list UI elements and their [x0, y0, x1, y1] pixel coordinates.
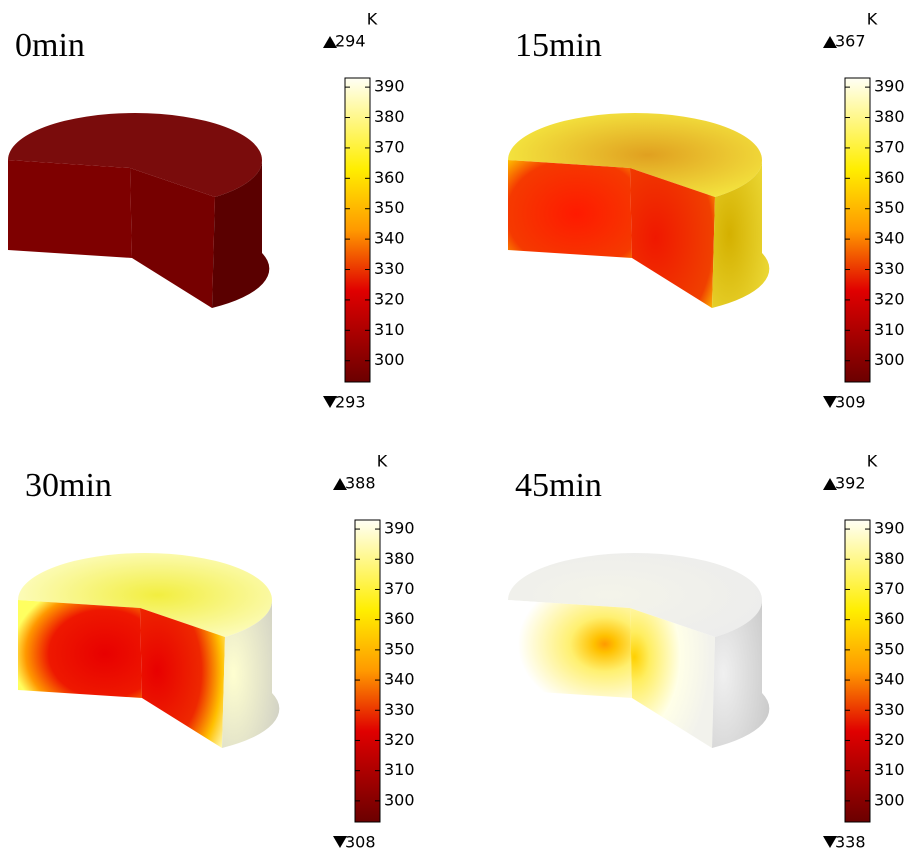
colorbar-tick-label: 370 [874, 137, 905, 156]
colorbar-tick-label: 350 [384, 639, 415, 658]
colorbar-tick-label: 380 [874, 107, 905, 126]
colorbar-tick-label: 370 [874, 579, 905, 598]
temperature-solid [18, 553, 279, 748]
unit-label: K [867, 10, 878, 29]
colorbar-tick-label: 340 [384, 670, 415, 689]
colorbar-tick-label: 310 [874, 320, 905, 339]
max-value: 294 [335, 32, 366, 51]
temperature-solid [508, 113, 769, 308]
cut-face-left [508, 600, 632, 698]
temperature-solid [508, 553, 769, 748]
unit-label: K [377, 452, 388, 471]
min-value: 309 [835, 393, 866, 412]
colorbar-tick-label: 330 [874, 259, 905, 278]
colorbar-tick-label: 320 [874, 730, 905, 749]
colorbar-tick-label: 380 [874, 549, 905, 568]
colorbar-tick-label: 300 [374, 350, 405, 369]
colorbar-tick-label: 300 [874, 790, 905, 809]
colorbar-tick-label: 340 [374, 229, 405, 248]
unit-label: K [367, 10, 378, 29]
colorbar-tick-label: 320 [384, 730, 415, 749]
colorbar-tick-label: 330 [384, 700, 415, 719]
colorbar-tick-label: 300 [384, 790, 415, 809]
colorbar-tick-label: 380 [384, 549, 415, 568]
colorbar [345, 78, 370, 382]
colorbar-tick-label: 350 [874, 639, 905, 658]
colorbar-tick-label: 350 [374, 198, 405, 217]
max-value: 388 [345, 474, 376, 493]
temperature-solid [8, 113, 269, 308]
colorbar-tick-label: 360 [384, 609, 415, 628]
cut-face-left [8, 160, 132, 258]
figure: 0min300310320330340350360370380390K29429… [0, 0, 912, 855]
colorbar-tick-label: 360 [874, 609, 905, 628]
cut-face-left [18, 600, 142, 698]
colorbar-tick-label: 330 [874, 700, 905, 719]
panel-title: 45min [515, 467, 602, 504]
colorbar [845, 520, 870, 822]
colorbar-tick-label: 340 [874, 229, 905, 248]
colorbar-tick-label: 300 [874, 350, 905, 369]
colorbar-tick-label: 370 [384, 579, 415, 598]
colorbar-tick-label: 310 [374, 320, 405, 339]
min-value: 338 [835, 833, 866, 852]
colorbar [845, 78, 870, 382]
colorbar-tick-label: 390 [384, 519, 415, 538]
colorbar-tick-label: 330 [374, 259, 405, 278]
max-value: 367 [835, 32, 866, 51]
colorbar-tick-label: 340 [874, 670, 905, 689]
max-value: 392 [835, 474, 866, 493]
colorbar-tick-label: 380 [374, 107, 405, 126]
colorbar-tick-label: 310 [874, 760, 905, 779]
min-value: 308 [345, 833, 376, 852]
colorbar-tick-label: 310 [384, 760, 415, 779]
panel-title: 30min [25, 467, 112, 504]
colorbar-tick-label: 320 [374, 289, 405, 308]
colorbar-tick-label: 350 [874, 198, 905, 217]
unit-label: K [867, 452, 878, 471]
colorbar-tick-label: 390 [374, 77, 405, 96]
colorbar-tick-label: 360 [374, 168, 405, 187]
colorbar-tick-label: 370 [374, 137, 405, 156]
colorbar-tick-label: 390 [874, 77, 905, 96]
panel-title: 15min [515, 27, 602, 64]
colorbar-tick-label: 360 [874, 168, 905, 187]
colorbar [355, 520, 380, 822]
cut-face-left [508, 160, 632, 258]
panel-title: 0min [15, 27, 85, 64]
colorbar-tick-label: 320 [874, 289, 905, 308]
colorbar-tick-label: 390 [874, 519, 905, 538]
min-value: 293 [335, 393, 366, 412]
